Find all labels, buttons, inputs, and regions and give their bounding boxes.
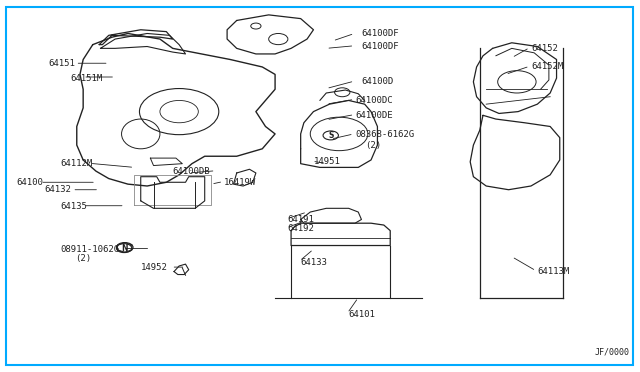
Text: (2): (2): [365, 141, 381, 150]
Text: 64132: 64132: [45, 185, 72, 194]
Text: 64100DE: 64100DE: [355, 111, 393, 120]
Text: N: N: [121, 244, 127, 253]
Text: 64100: 64100: [16, 178, 43, 187]
Text: 14951: 14951: [314, 157, 340, 166]
Text: 64113M: 64113M: [538, 267, 570, 276]
Text: 64152: 64152: [531, 44, 558, 53]
Text: 64135: 64135: [61, 202, 88, 211]
Text: 64100D: 64100D: [362, 77, 394, 86]
Text: (2): (2): [76, 254, 92, 263]
Text: 08911-1062G: 08911-1062G: [61, 245, 120, 254]
Text: 64100DB: 64100DB: [173, 167, 211, 176]
Text: 64100DF: 64100DF: [362, 29, 399, 38]
Text: 64112M: 64112M: [61, 159, 93, 168]
Text: 64191: 64191: [288, 215, 315, 224]
Text: 64100DF: 64100DF: [362, 42, 399, 51]
Text: 64101: 64101: [349, 310, 376, 319]
Text: 14952: 14952: [141, 263, 168, 272]
Text: 64152M: 64152M: [531, 62, 563, 71]
Text: 64133: 64133: [301, 258, 328, 267]
Text: 64151: 64151: [48, 59, 75, 68]
Text: 16419W: 16419W: [224, 178, 256, 187]
Text: 08368-6162G: 08368-6162G: [355, 130, 414, 139]
Text: JF/0000: JF/0000: [595, 347, 630, 356]
Text: S: S: [328, 131, 333, 140]
Text: 64192: 64192: [288, 224, 315, 233]
Text: 64151M: 64151M: [70, 74, 102, 83]
Text: 64100DC: 64100DC: [355, 96, 393, 105]
